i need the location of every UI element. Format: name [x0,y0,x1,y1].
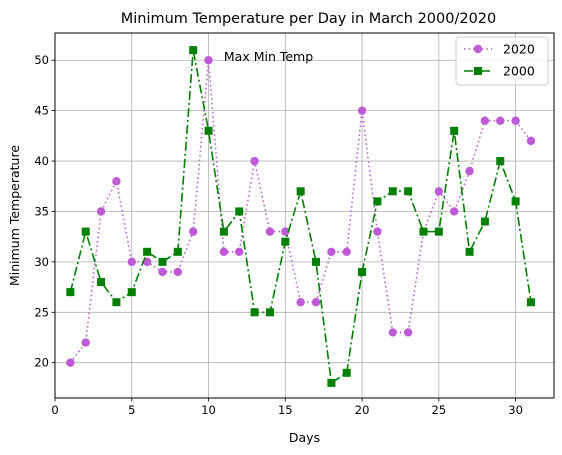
legend-marker-2020 [473,44,483,54]
grid-lines [54,33,554,398]
data-point-2020 [388,328,397,337]
data-point-2000 [296,187,305,196]
data-point-2020 [250,156,259,166]
data-point-2020 [158,267,167,277]
data-point-2000 [143,247,152,256]
data-point-2000 [450,126,459,135]
data-point-2000 [404,187,413,196]
axis-ticks: 0 5 10 15 20 25 30 20 25 30 35 40 45 50 [34,53,523,417]
series-2000 [66,46,535,387]
chart-annotation: Max Min Temp [224,49,313,64]
data-point-2000 [496,157,505,166]
data-point-2000 [342,368,351,377]
data-point-2000 [250,308,259,317]
data-point-2000 [465,247,474,256]
data-point-2000 [189,46,198,55]
y-tick-label: 30 [34,255,49,269]
data-point-2020 [342,247,351,256]
x-tick-label: 20 [355,403,370,417]
data-point-2000 [419,227,428,236]
x-tick-label: 10 [201,403,216,417]
plot-frame [54,32,555,399]
x-tick-label: 0 [51,403,58,417]
chart-title: Minimum Temperature per Day in March 200… [121,11,497,27]
data-point-2000 [526,298,535,307]
data-point-2000 [112,298,121,307]
y-tick-label: 45 [34,104,49,118]
data-point-2020 [480,116,490,125]
data-point-2020 [511,116,520,125]
data-point-2000 [97,278,106,287]
data-point-2020 [235,247,244,256]
y-tick-label: 35 [34,204,49,218]
series-2020 [66,56,536,367]
y-tick-label: 50 [34,53,49,67]
x-tick-label: 30 [508,403,523,417]
data-point-2000 [511,197,520,206]
data-point-2000 [127,288,136,297]
data-point-2000 [265,308,274,317]
y-tick-label: 40 [34,154,49,168]
data-point-2020 [450,207,459,216]
legend-label-2020: 2020 [503,42,535,57]
data-point-2020 [296,298,305,307]
data-point-2020 [219,247,229,256]
data-point-2000 [434,227,443,236]
legend: 2020 2000 [455,36,549,86]
data-point-2000 [312,257,321,266]
data-point-2000 [358,267,367,276]
data-point-2000 [281,237,290,246]
data-point-2020 [188,227,198,236]
x-axis-label: Days [289,430,320,445]
data-point-2020 [311,298,321,307]
data-point-2020 [403,328,413,337]
data-point-2000 [81,227,90,236]
data-point-2000 [219,227,228,236]
data-point-2020 [81,338,90,347]
y-tick-label: 20 [34,356,49,370]
x-tick-label: 15 [278,403,293,417]
data-point-2000 [480,217,489,226]
data-point-2020 [327,247,336,256]
data-point-2020 [173,267,183,277]
data-point-2020 [142,257,152,267]
data-point-2020 [465,166,474,176]
data-point-2000 [235,207,244,216]
x-tick-label: 5 [128,403,135,417]
y-tick-label: 25 [34,305,49,319]
data-point-2020 [434,187,444,196]
legend-label-2000: 2000 [503,64,535,79]
series-layer [66,46,536,387]
data-point-2020 [373,227,382,236]
data-point-2020 [127,257,136,267]
data-point-2020 [265,227,275,236]
y-axis-label: Minimum Temperature [7,145,22,286]
data-point-2020 [96,207,106,216]
data-point-2000 [373,197,382,206]
data-point-2000 [327,378,336,387]
data-point-2000 [388,187,397,196]
data-point-2020 [526,136,536,146]
data-point-2020 [112,177,121,186]
series-line-2000 [69,49,532,385]
data-point-2000 [173,247,182,256]
data-point-2000 [66,288,75,297]
data-point-2000 [158,257,167,266]
data-point-2020 [496,116,505,125]
data-point-2000 [204,126,213,135]
legend-marker-2000 [474,67,482,75]
data-point-2020 [357,106,367,115]
data-point-2020 [204,56,213,65]
data-point-2020 [66,358,75,367]
x-tick-label: 25 [432,403,447,417]
data-point-2020 [281,227,290,236]
